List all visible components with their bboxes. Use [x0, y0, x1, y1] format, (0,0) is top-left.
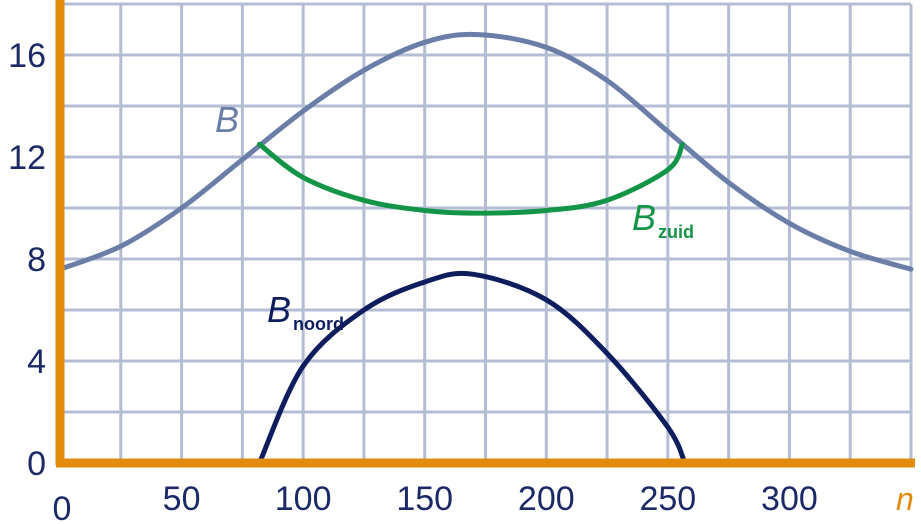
series-label-main: B [215, 99, 239, 140]
series-label-subscript: zuid [658, 222, 694, 242]
x-tick-label: 0 [53, 490, 72, 524]
series-lines [57, 31, 914, 466]
grid [60, 2, 913, 463]
x-tick-label: 100 [275, 480, 332, 518]
series-label-subscript: noord [293, 314, 344, 334]
y-tick-label: 16 [8, 37, 46, 75]
x-tick-label: 50 [163, 480, 201, 518]
x-tick-label: 250 [639, 480, 696, 518]
series-line-bzuid [256, 141, 685, 216]
y-tick-label: 0 [27, 445, 46, 483]
x-axis-title: n [896, 481, 914, 517]
x-tick-label: 150 [396, 480, 453, 518]
series-line-bnoord [256, 270, 688, 466]
axes [55, 0, 915, 468]
series-label-main: B [267, 289, 291, 330]
series-label-b: B [215, 99, 239, 140]
y-tick-label: 12 [8, 139, 46, 177]
y-tick-label: 8 [27, 241, 46, 279]
tick-labels: 0 50 100 150 200 250 300 0 4 8 12 16 n [8, 37, 914, 524]
series-label-main: B [632, 197, 656, 238]
series-line-b [57, 31, 914, 272]
x-tick-label: 300 [761, 480, 818, 518]
x-tick-label: 200 [518, 480, 575, 518]
y-tick-label: 4 [27, 343, 46, 381]
